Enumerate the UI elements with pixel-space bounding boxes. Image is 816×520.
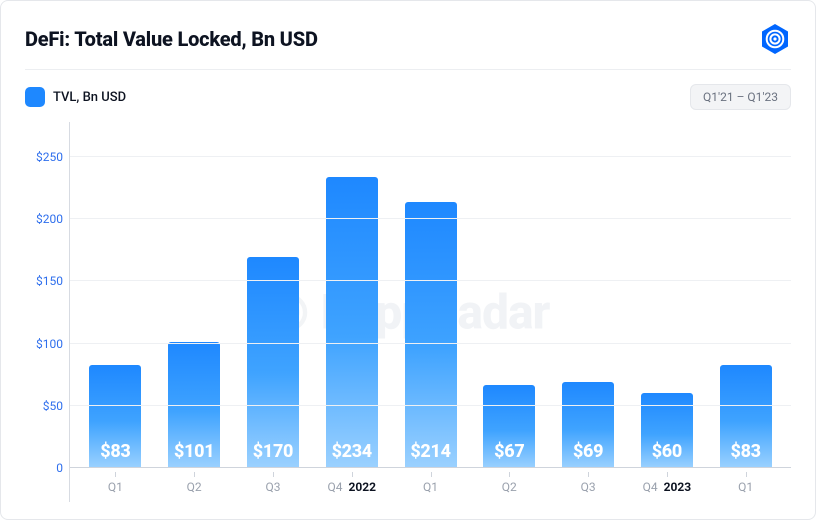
y-tick-label: $150: [25, 274, 63, 288]
x-tick-label: Q2: [155, 472, 234, 502]
gridline: [70, 405, 791, 406]
bar-wrap: $170: [234, 126, 313, 468]
x-tick-label: Q1: [391, 472, 470, 502]
bar-value-label: $83: [720, 441, 772, 462]
legend: TVL, Bn USD: [25, 87, 126, 107]
chart-area: DappRadar 0$50$100$150$200$250 $83$101$1…: [25, 122, 791, 502]
bar-value-label: $214: [405, 441, 457, 462]
legend-swatch: [25, 87, 45, 107]
bar-wrap: $69: [549, 126, 628, 468]
x-tick-label: Q3: [549, 472, 628, 502]
bar-wrap: $83: [76, 126, 155, 468]
plot-area: $83$101$170$234$214$67$69$60$83 Q1Q2Q3Q4…: [69, 122, 791, 502]
y-tick-label: $200: [25, 212, 63, 226]
card-subheader: TVL, Bn USD Q1'21 – Q1'23: [25, 84, 791, 110]
x-tick-label: Q1: [706, 472, 785, 502]
gridline: [70, 343, 791, 344]
card-header: DeFi: Total Value Locked, Bn USD: [25, 23, 791, 70]
bar: $214: [405, 202, 457, 468]
bar-value-label: $170: [247, 441, 299, 462]
y-tick-label: $100: [25, 337, 63, 351]
bar-wrap: $214: [391, 126, 470, 468]
bar-wrap: $60: [627, 126, 706, 468]
bar: $83: [89, 365, 141, 468]
bar-wrap: $83: [706, 126, 785, 468]
y-tick-label: $250: [25, 150, 63, 164]
dappradar-logo-icon: [759, 23, 791, 55]
x-tick-label: Q1: [76, 472, 155, 502]
bar: $170: [247, 257, 299, 468]
bar-value-label: $67: [483, 441, 535, 462]
y-tick-label: $50: [25, 399, 63, 413]
bar-value-label: $234: [326, 441, 378, 462]
bar: $69: [562, 382, 614, 468]
chart-card: DeFi: Total Value Locked, Bn USD TVL, Bn…: [0, 0, 816, 520]
chart-title: DeFi: Total Value Locked, Bn USD: [25, 27, 318, 51]
y-axis: 0 $50 $100 $150 $200 $250: [25, 122, 69, 502]
gridline: [70, 280, 791, 281]
bar-wrap: $101: [155, 126, 234, 468]
x-tick-label: Q4 2023: [627, 472, 706, 502]
bars-container: $83 $101 $170 $234 $214 $67 $69 $60 $83: [70, 126, 791, 468]
bar: $67: [483, 385, 535, 468]
legend-label: TVL, Bn USD: [53, 90, 126, 105]
x-tick-label: Q4 2022: [312, 472, 391, 502]
x-axis: Q1Q2Q3Q4 2022Q1Q2Q3Q4 2023Q1: [70, 472, 791, 502]
bar-value-label: $83: [89, 441, 141, 462]
y-tick-label: 0: [25, 461, 63, 475]
bar-wrap: $234: [312, 126, 391, 468]
gridline: [70, 218, 791, 219]
bar-value-label: $60: [641, 441, 693, 462]
bar-value-label: $101: [168, 441, 220, 462]
bar-wrap: $67: [470, 126, 549, 468]
bar: $234: [326, 177, 378, 468]
date-range-badge: Q1'21 – Q1'23: [690, 84, 791, 110]
bar-value-label: $69: [562, 441, 614, 462]
x-tick-label: Q2: [470, 472, 549, 502]
bar: $83: [720, 365, 772, 468]
baseline: [70, 467, 791, 468]
x-tick-label: Q3: [234, 472, 313, 502]
gridline: [70, 156, 791, 157]
